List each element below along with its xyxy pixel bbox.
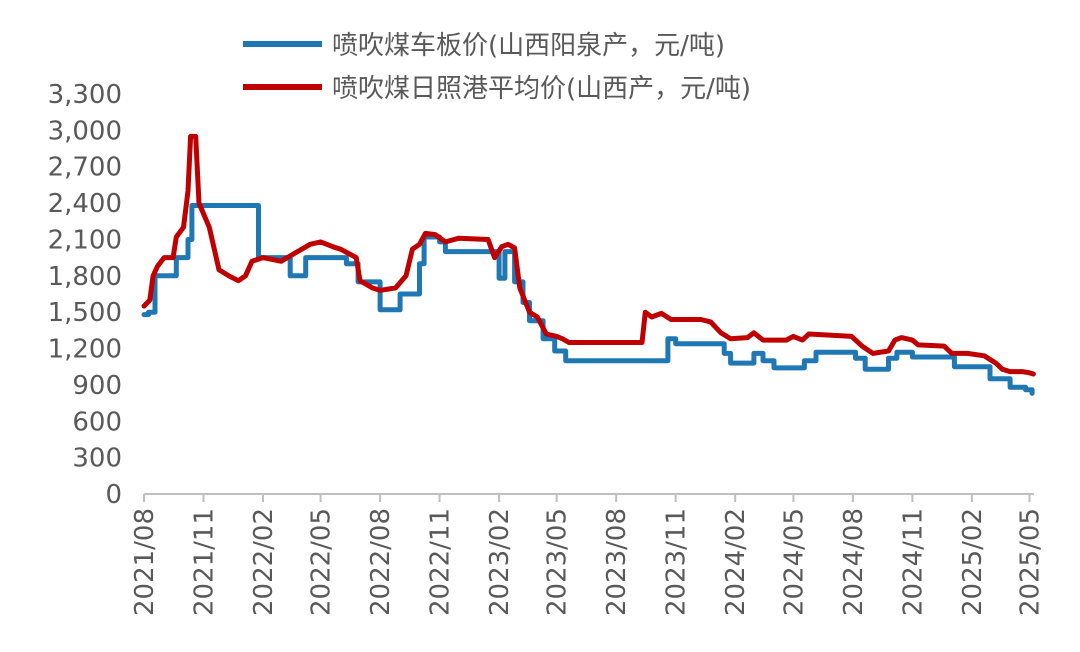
- y-tick-label: 3,000: [48, 116, 122, 146]
- legend-label-series-2: 喷吹煤日照港平均价(山西产，元/吨): [332, 74, 751, 104]
- y-tick-label: 1,500: [48, 298, 122, 328]
- y-axis: 0 300 600 900 1,200 1,500 1,800 2,100 2,400 2,700…: [48, 80, 122, 510]
- y-tick-label: 2,700: [48, 153, 122, 183]
- y-tick-label: 2,100: [48, 225, 122, 255]
- x-tick-label: 2021/11: [190, 508, 220, 616]
- plot-area: [141, 133, 1036, 396]
- y-tick-label: 1,200: [48, 335, 122, 365]
- x-tick-label: 2024/11: [898, 508, 928, 616]
- y-tick-label: 2,400: [48, 189, 122, 219]
- y-tick-label: 300: [72, 444, 122, 474]
- x-tick-label: 2025/05: [1015, 508, 1045, 616]
- x-tick-label: 2025/02: [958, 508, 988, 616]
- x-tick-label: 2024/05: [779, 508, 809, 616]
- x-tick-label: 2022/05: [307, 508, 337, 616]
- y-tick-label: 900: [72, 371, 122, 401]
- x-tick-label: 2023/08: [602, 508, 632, 616]
- legend: 喷吹煤车板价(山西阳泉产，元/吨) 喷吹煤日照港平均价(山西产，元/吨): [243, 31, 751, 104]
- y-tick-label: 600: [72, 407, 122, 437]
- x-tick-label: 2024/08: [839, 508, 869, 616]
- x-axis: 2021/08 2021/11 2022/02 2022/05 2022/08 2022/…: [130, 493, 1045, 616]
- x-tick-label: 2023/11: [662, 508, 692, 616]
- series-line-2: [141, 133, 1036, 377]
- x-tick-label: 2021/08: [130, 508, 160, 616]
- y-tick-label: 1,800: [48, 262, 122, 292]
- x-tick-label: 2023/02: [485, 508, 515, 616]
- y-tick-label: 3,300: [48, 80, 122, 110]
- x-tick-label: 2022/02: [249, 508, 279, 616]
- x-tick-label: 2022/08: [366, 508, 396, 616]
- x-tick-label: 2022/11: [426, 508, 456, 616]
- x-tick-label: 2024/02: [721, 508, 751, 616]
- legend-label-series-1: 喷吹煤车板价(山西阳泉产，元/吨): [332, 31, 725, 61]
- series-line-1: [141, 203, 1035, 396]
- y-tick-label: 0: [105, 480, 122, 510]
- x-tick-label: 2023/05: [543, 508, 573, 616]
